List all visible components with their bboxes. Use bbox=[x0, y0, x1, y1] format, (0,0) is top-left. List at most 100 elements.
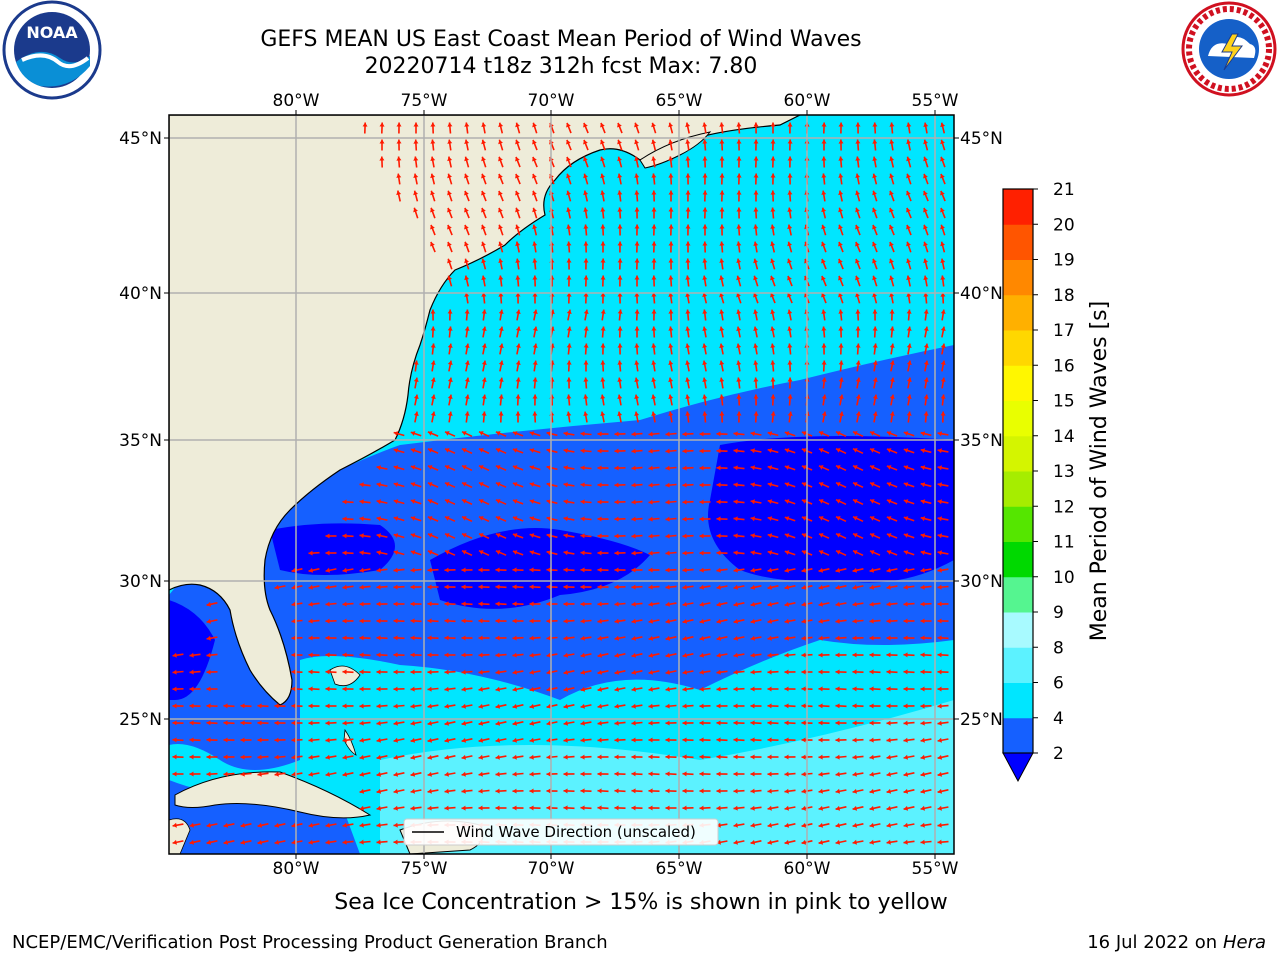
wind-arrow-head bbox=[308, 584, 313, 590]
wind-arrow-head bbox=[920, 550, 926, 556]
wind-arrow-head bbox=[903, 635, 908, 641]
wind-arrow-head bbox=[836, 550, 841, 555]
wind-arrow-head bbox=[852, 754, 857, 760]
wind-arrow-head bbox=[462, 533, 467, 538]
wind-arrow-head bbox=[223, 737, 228, 743]
wind-arrow-head bbox=[529, 686, 535, 692]
wind-arrow-head bbox=[937, 805, 942, 811]
wind-arrow-head bbox=[512, 550, 518, 555]
wind-arrow-head bbox=[546, 669, 551, 675]
wind-arrow-head bbox=[359, 686, 364, 692]
wind-arrow-head bbox=[631, 737, 636, 743]
wind-arrow-head bbox=[784, 771, 789, 777]
wind-arrow-head bbox=[597, 703, 602, 709]
wind-arrow-head bbox=[648, 805, 653, 811]
wind-arrow-head bbox=[376, 652, 381, 658]
wind-arrow-head bbox=[940, 224, 945, 230]
wind-arrow-head bbox=[886, 550, 892, 555]
wind-arrow-head bbox=[393, 652, 398, 658]
wind-arrow-head bbox=[597, 618, 602, 624]
wind-arrow-head bbox=[903, 771, 909, 777]
wind-arrow-head bbox=[923, 139, 928, 145]
wind-arrow-head bbox=[583, 360, 589, 365]
wind-arrow-head bbox=[498, 156, 503, 162]
wind-arrow-head bbox=[445, 482, 450, 487]
wind-arrow-head bbox=[393, 601, 398, 607]
wind-arrow-head bbox=[940, 190, 945, 196]
wind-arrow-head bbox=[600, 122, 605, 128]
wind-arrow-head bbox=[393, 805, 398, 811]
wind-arrow-head bbox=[750, 431, 755, 437]
wind-arrow-head bbox=[566, 411, 572, 416]
wind-arrow-head bbox=[566, 326, 572, 331]
wind-arrow-head bbox=[872, 258, 877, 264]
wind-arrow-head bbox=[821, 241, 826, 247]
wind-arrow-head bbox=[821, 139, 827, 144]
wind-arrow-head bbox=[515, 326, 521, 331]
wind-arrow-head bbox=[665, 482, 670, 488]
wind-arrow-head bbox=[532, 173, 537, 179]
wind-arrow-head bbox=[532, 309, 538, 314]
wind-arrow-head bbox=[172, 703, 177, 709]
wind-arrow-head bbox=[563, 601, 568, 607]
wind-arrow-head bbox=[396, 122, 402, 127]
wind-arrow-head bbox=[410, 703, 415, 709]
wind-arrow-head bbox=[614, 533, 619, 539]
wind-arrow-head bbox=[784, 822, 790, 828]
wind-arrow-head bbox=[291, 584, 296, 590]
map-frame bbox=[168, 114, 955, 855]
wind-arrow-head bbox=[685, 207, 691, 212]
wind-arrow-head bbox=[906, 207, 911, 213]
wind-arrow-head bbox=[495, 533, 501, 538]
wind-arrow-head bbox=[838, 309, 844, 314]
wind-arrow-head bbox=[818, 635, 823, 641]
wind-arrow-head bbox=[702, 411, 708, 416]
wind-arrow-head bbox=[566, 241, 572, 246]
wind-arrow-head bbox=[886, 822, 891, 828]
wind-arrow-head bbox=[529, 618, 534, 624]
wind-arrow-head bbox=[716, 516, 721, 522]
wind-arrow-head bbox=[495, 618, 500, 624]
wind-arrow-head bbox=[447, 139, 453, 144]
wind-arrow-head bbox=[886, 584, 891, 590]
wind-arrow-head bbox=[937, 550, 942, 556]
wind-arrow-head bbox=[750, 669, 755, 675]
wind-arrow-head bbox=[532, 326, 538, 331]
wind-arrow-head bbox=[855, 411, 861, 416]
wind-arrow-head bbox=[836, 482, 841, 487]
wind-arrow-head bbox=[870, 550, 875, 555]
wind-arrow-head bbox=[359, 567, 364, 573]
wind-arrow-head bbox=[376, 686, 381, 692]
wind-arrow-head bbox=[855, 275, 860, 281]
wind-arrow-head bbox=[801, 805, 806, 811]
wind-arrow-head bbox=[835, 754, 840, 760]
wind-arrow-head bbox=[784, 686, 789, 692]
wind-arrow-head bbox=[937, 822, 942, 828]
wind-arrow-head bbox=[529, 601, 534, 607]
wind-arrow-head bbox=[787, 258, 792, 264]
wind-arrow-head bbox=[427, 720, 432, 726]
wind-arrow-head bbox=[257, 771, 262, 777]
wind-arrow-head bbox=[819, 533, 824, 538]
wind-arrow-head bbox=[566, 360, 572, 365]
wind-arrow-head bbox=[580, 618, 585, 624]
wind-arrow-head bbox=[410, 788, 415, 794]
wind-arrow-head bbox=[733, 635, 738, 641]
lat-label-right: 30°N bbox=[960, 572, 1003, 592]
wind-arrow-head bbox=[818, 822, 824, 828]
wind-arrow-head bbox=[838, 258, 843, 264]
wind-arrow-head bbox=[479, 431, 484, 436]
wind-arrow-head bbox=[784, 601, 790, 607]
wind-arrow-head bbox=[583, 292, 589, 297]
wind-arrow-head bbox=[515, 122, 520, 128]
wind-arrow-head bbox=[462, 465, 467, 470]
wind-arrow-head bbox=[903, 669, 908, 675]
wind-arrow-head bbox=[529, 703, 535, 709]
wind-arrow-head bbox=[614, 703, 619, 709]
wind-arrow-head bbox=[464, 360, 470, 365]
wind-arrow-head bbox=[512, 448, 518, 453]
wind-arrow-head bbox=[651, 411, 657, 416]
colorbar-swatch bbox=[1003, 647, 1033, 683]
wind-arrow-head bbox=[393, 754, 399, 760]
